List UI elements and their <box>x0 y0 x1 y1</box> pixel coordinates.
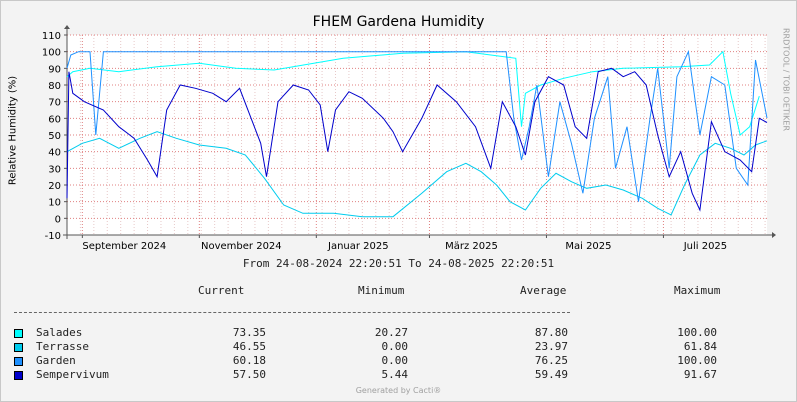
legend-label: Sempervivum <box>36 368 109 381</box>
y-tick-label: 80 <box>48 81 61 92</box>
minimum-value: 5.44 <box>381 368 409 381</box>
legend-label: Garden <box>36 354 76 367</box>
y-tick-label: 110 <box>42 31 61 42</box>
average-value: 87.80 <box>534 326 568 339</box>
current-value: 73.35 <box>232 326 266 339</box>
average-value: 59.49 <box>534 368 568 381</box>
legend-label: Salades <box>36 326 83 339</box>
minimum-value: 20.27 <box>374 326 408 339</box>
header-maximum: Maximum <box>674 284 721 297</box>
x-tick-label: Juli 2025 <box>683 241 727 252</box>
chart-title: FHEM Gardena Humidity <box>312 14 485 30</box>
plot-area <box>67 35 767 235</box>
series-line-sempervivum <box>66 67 768 212</box>
legend-row-garden: Garden 60.18 0.00 76.25 100.00 <box>14 354 774 368</box>
x-tick-label: November 2024 <box>201 241 282 252</box>
current-value: 60.18 <box>232 354 266 367</box>
legend-row-salades: Salades 73.35 20.27 87.80 100.00 <box>14 326 774 340</box>
y-tick-label: 50 <box>48 131 61 142</box>
y-tick-label: 70 <box>48 98 61 109</box>
header-current: Current <box>198 284 245 297</box>
current-value: 46.55 <box>232 340 266 353</box>
x-tick-label: Mai 2025 <box>565 241 611 252</box>
sempervivum-swatch <box>14 371 23 380</box>
legend-header: Current Minimum Average Maximum <box>14 284 774 299</box>
average-value: 76.25 <box>534 354 568 367</box>
header-average: Average <box>520 284 567 297</box>
y-tick-label: 40 <box>48 148 61 159</box>
terrasse-swatch <box>14 343 23 352</box>
y-tick-label: 60 <box>48 114 61 125</box>
minimum-value: 0.00 <box>381 354 409 367</box>
x-tick-label: März 2025 <box>445 241 498 252</box>
y-tick-label: 90 <box>48 64 61 75</box>
x-axis-arrow <box>772 232 776 238</box>
salades-swatch <box>14 329 23 338</box>
x-tick-label: September 2024 <box>82 241 166 252</box>
series-line-garden <box>66 49 768 202</box>
legend-row-sempervivum: Sempervivum 57.50 5.44 59.49 91.67 <box>14 368 774 382</box>
header-minimum: Minimum <box>358 284 405 297</box>
y-tick-label: 30 <box>48 164 61 175</box>
maximum-value: 100.00 <box>677 326 717 339</box>
y-tick-label: 100 <box>42 48 61 59</box>
legend-row-terrasse: Terrasse 46.55 0.00 23.97 61.84 <box>14 340 774 354</box>
garden-swatch <box>14 357 23 366</box>
y-tick-label: -10 <box>45 231 61 242</box>
y-tick-label: 0 <box>55 214 61 225</box>
date-range-text: From 24-08-2024 22:20:51 To 24-08-2025 2… <box>242 257 555 270</box>
y-tick-label: 10 <box>48 198 61 209</box>
legend-divider <box>14 312 570 313</box>
series-line-terrasse <box>66 131 768 218</box>
maximum-value: 91.67 <box>683 368 717 381</box>
generated-by-footer: Generated by Cacti® <box>355 386 442 395</box>
current-value: 57.50 <box>232 368 266 381</box>
x-tick-label: Januar 2025 <box>327 241 389 252</box>
maximum-value: 61.84 <box>683 340 717 353</box>
minimum-value: 0.00 <box>381 340 409 353</box>
y-axis-arrow <box>64 25 70 29</box>
legend-label: Terrasse <box>36 340 89 353</box>
series-line-salades <box>66 50 760 136</box>
average-value: 23.97 <box>534 340 568 353</box>
maximum-value: 100.00 <box>677 354 717 367</box>
y-tick-label: 20 <box>48 181 61 192</box>
